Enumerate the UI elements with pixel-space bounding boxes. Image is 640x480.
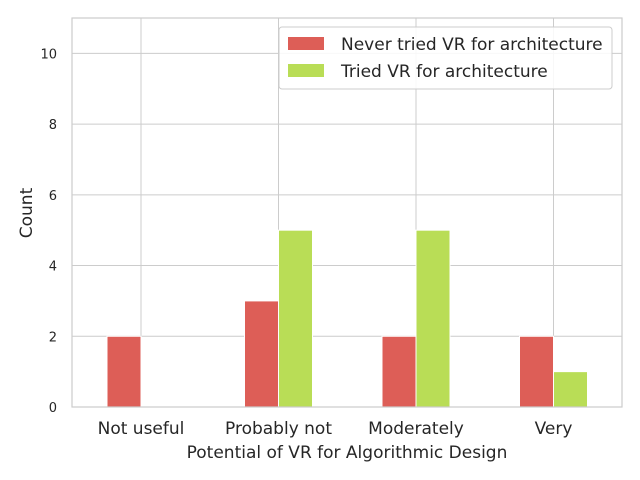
y-tick-label: 8 — [49, 118, 57, 133]
x-tick-label: Not useful — [98, 419, 185, 439]
bar-never-tried-3 — [519, 335, 554, 408]
y-axis-title: Count — [17, 187, 37, 238]
bar-never-tried-1 — [244, 300, 279, 408]
legend-swatch-never-tried — [288, 37, 324, 50]
bars — [106, 229, 588, 408]
x-axis-title: Potential of VR for Algorithmic Design — [187, 443, 508, 463]
plot-frame — [71, 17, 623, 408]
y-tick-label: 10 — [40, 47, 57, 62]
legend-label-tried: Tried VR for architecture — [340, 62, 548, 82]
axes-frame — [71, 17, 623, 408]
legend-frame — [278, 26, 613, 90]
y-tick-label: 2 — [49, 330, 57, 345]
bar-tried-1 — [278, 229, 313, 408]
legend: Never tried VR for architecture Tried VR… — [278, 26, 613, 90]
legend-label-never-tried: Never tried VR for architecture — [341, 35, 603, 55]
bar-tried-3 — [553, 371, 588, 408]
y-tick-label: 0 — [49, 401, 57, 416]
bar-never-tried-2 — [381, 335, 417, 408]
x-tick-label: Moderately — [368, 419, 464, 439]
x-tick-label: Probably not — [225, 419, 332, 439]
tick-labels: 0 2 4 6 8 10 Not useful Probably not Moderately V… — [40, 47, 572, 439]
x-tick-label: Very — [535, 419, 573, 439]
y-tick-label: 4 — [49, 260, 57, 275]
legend-swatch-tried — [288, 64, 324, 77]
y-tick-label: 6 — [49, 189, 57, 204]
bar-tried-2 — [415, 229, 451, 408]
bar-never-tried-0 — [106, 335, 142, 408]
